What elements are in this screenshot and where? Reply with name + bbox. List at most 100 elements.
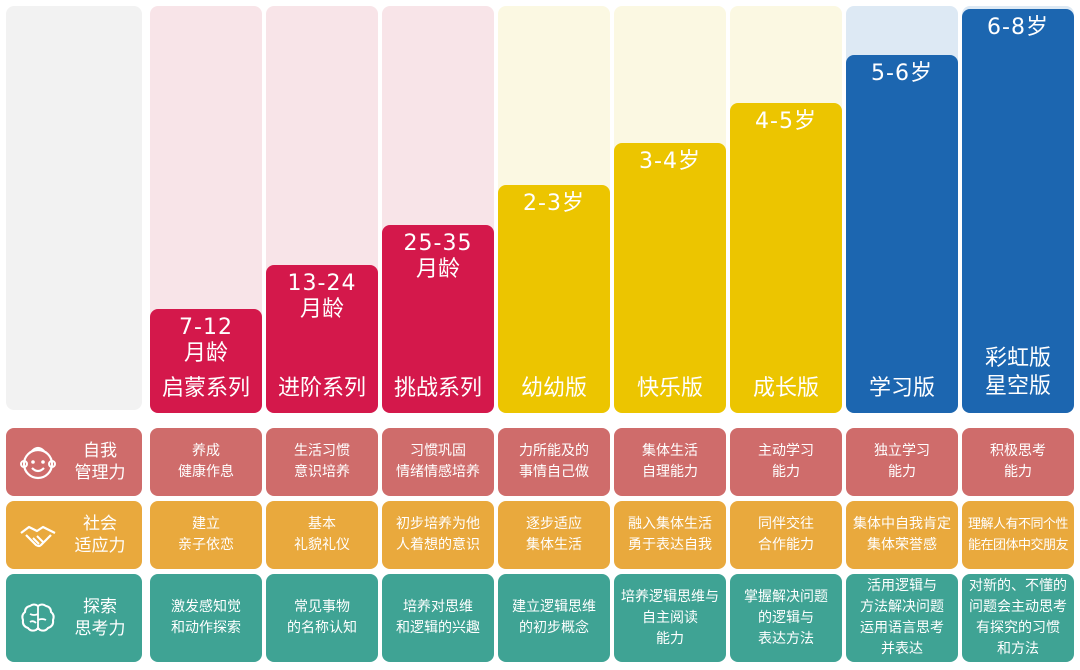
stage-age: 6-8岁 [987,15,1049,40]
cell-text-line: 初步培养为他 [396,516,480,532]
cell-text-line: 主动学习 [758,443,814,459]
cell-text-line: 掌握解决问题 [744,588,828,605]
stage-series: 挑战系列 [393,376,482,401]
cell-text: 培养逻辑思维与 自主阅读能力 [621,587,719,650]
stage-bar-5: 3-4岁 快乐版 [614,143,726,413]
cell-text-line: 能力 [656,630,684,647]
cell-text: 生活习惯 意识培养 [294,441,350,483]
stage-age: 3-4岁 [639,149,701,174]
stage-series: 学习版 [868,376,935,401]
cell-text-line: 集体中自我肯定 [853,516,951,532]
cell-text: 建立 亲子依恋 [178,514,234,556]
stage-age: 4-5岁 [755,109,817,134]
cell-text-line: 的初步概念 [519,620,589,636]
cell-text: 对新的、不懂的 问题会主动思考 有探究的习惯 和方法 [969,576,1067,660]
exploration-thinking-cell: 对新的、不懂的 问题会主动思考 有探究的习惯 和方法 [962,574,1074,662]
cell-text: 激发感知觉 和动作探索 [171,597,241,639]
cell-text-line: 和逻辑的兴趣 [396,620,480,636]
exploration-thinking-cell: 培养对思维和逻辑的兴趣 [382,574,494,662]
cell-text-line: 人着想的意识 [396,537,480,553]
row-header-exploration-thinking: 探索 思考力 [6,574,142,662]
cell-text-line: 力所能及的 [519,443,589,459]
stage-age-unit: 月龄 [183,341,228,366]
stage-series-line: 彩虹版 [984,346,1051,371]
cell-text-line: 意识培养 [294,464,350,480]
stage-series: 幼幼版 [520,376,587,401]
row-label: 自我 管理力 [66,440,134,484]
row-header-social-adaptation: 社会 适应力 [6,501,142,569]
cell-text-line: 和方法 [997,641,1039,657]
cell-text: 活用逻辑与 方法解决问题 运用语言思考 并表达 [860,576,944,660]
row-label-line: 探索 [83,597,117,617]
social-adaptation-cell: 初步培养为他 人着想的意识 [382,501,494,569]
cell-text-line: 养成 [192,443,220,459]
exploration-thinking-cell: 建立逻辑思维 的初步概念 [498,574,610,662]
cell-text: 掌握解决问题 的逻辑与 表达方法 [744,587,828,650]
cell-text-line: 培养逻辑思维与 [621,588,719,605]
stage-bar-1: 7-12 月龄 启蒙系列 [150,309,262,413]
cell-text: 逐步适应 集体生活 [526,514,582,556]
cell-text-line: 常见事物 [294,599,350,615]
self-management-cell: 主动学习 能力 [730,428,842,496]
cell-text-line: 问题会主动思考 [969,599,1067,615]
social-adaptation-cell: 建立 亲子依恋 [150,501,262,569]
social-adaptation-cell: 融入集体生活 勇于表达自我 [614,501,726,569]
stage-age-unit: 月龄 [415,257,460,282]
stage-series: 快乐版 [636,376,703,401]
cell-text-line: 的逻辑与 [758,609,814,626]
cell-text: 主动学习 能力 [758,441,814,483]
cell-text: 基本 礼貌礼仪 [294,514,350,556]
stage-bar-7: 5-6岁 学习版 [846,55,958,413]
row-label-line: 适应力 [74,536,126,556]
social-adaptation-cell: 理解人有不同个性 能在团体中交朋友 [962,501,1074,569]
cell-text-line: 对新的、不懂的 [969,578,1067,594]
cell-text-line: 生活习惯 [294,443,350,459]
cell-text-line: 健康作息 [178,464,234,480]
cell-text-line: 合作能力 [758,537,814,553]
row-label-line: 管理力 [74,463,126,483]
exploration-thinking-cell: 培养逻辑思维与 自主阅读能力 [614,574,726,662]
cell-text-line: 亲子依恋 [178,537,234,553]
cell-text: 独立学习 能力 [874,441,930,483]
self-management-cell: 养成 健康作息 [150,428,262,496]
cell-text: 集体中自我肯定 集体荣誉感 [853,514,951,556]
cell-text-line: 集体生活 [526,537,582,553]
cell-text: 养成 健康作息 [178,441,234,483]
stage-series: 进阶系列 [277,376,366,401]
stage-age: 7-12 [179,315,233,340]
cell-text-line: 勇于表达自我 [628,537,712,553]
stage-age: 2-3岁 [523,191,585,216]
handshake-icon [20,525,56,548]
stage-age: 13-24 [287,271,357,296]
row-label-line: 思考力 [74,619,126,639]
stage-series-line: 星空版 [984,374,1051,399]
cell-text-line: 自主阅读 [642,609,698,626]
cell-text-line: 基本 [308,516,336,532]
cell-text-line: 情绪情感培养 [396,464,480,480]
cell-text-line: 培养对思维 [403,599,473,615]
stage-bar-8: 6-8岁 彩虹版 星空版 [962,9,1074,413]
cell-text-line: 习惯巩固 [410,443,466,459]
exploration-thinking-cell: 掌握解决问题 的逻辑与 表达方法 [730,574,842,662]
cell-text-line: 建立 [192,516,220,532]
social-adaptation-cell: 基本 礼貌礼仪 [266,501,378,569]
self-management-cell: 集体生活 自理能力 [614,428,726,496]
cell-text-line: 方法解决问题 [860,599,944,615]
cell-text-line: 能力 [888,464,916,480]
cell-text-line: 能力 [1004,464,1032,480]
cell-text: 常见事物 的名称认知 [287,597,357,639]
row-label-line: 自我 [83,441,117,461]
header-blank-column [6,6,142,410]
exploration-thinking-cell: 活用逻辑与 方法解决问题 运用语言思考 并表达 [846,574,958,662]
cell-text-line: 并表达 [881,641,923,657]
cell-text: 融入集体生活 勇于表达自我 [628,514,712,556]
row-label: 探索 思考力 [66,596,134,640]
cell-text-line: 集体荣誉感 [867,537,937,553]
cell-text-line: 的名称认知 [287,620,357,636]
social-adaptation-cell: 逐步适应 集体生活 [498,501,610,569]
cell-text: 初步培养为他 人着想的意识 [396,514,480,556]
brain-icon [21,603,55,632]
cell-text: 同伴交往 合作能力 [758,514,814,556]
row-label-line: 社会 [83,514,117,534]
cell-text-line: 积极思考 [990,443,1046,459]
